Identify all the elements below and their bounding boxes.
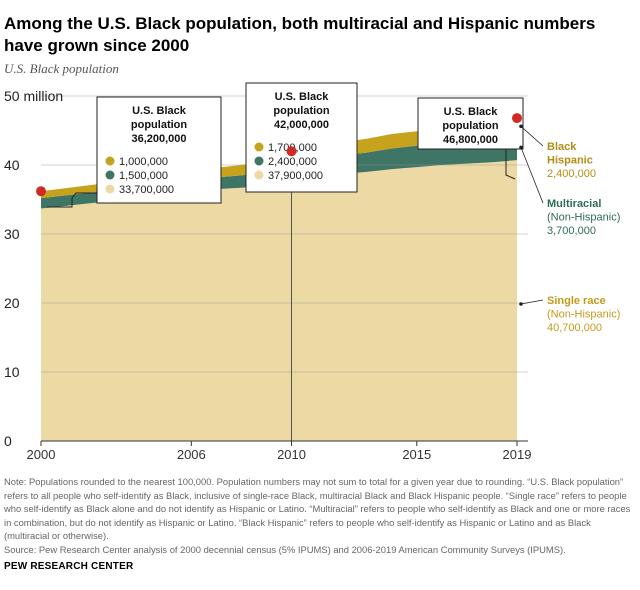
note-text: Note: Populations rounded to the nearest…	[4, 476, 631, 542]
area-single-race	[41, 160, 517, 442]
legend-dot	[105, 170, 115, 180]
annotation-title-line: population	[131, 119, 187, 131]
legend-dot	[254, 156, 264, 166]
chart-subtitle: U.S. Black population	[4, 61, 119, 76]
y-tick-label: 0	[4, 433, 12, 449]
x-tick-label: 2019	[503, 447, 532, 462]
annotation-leader	[47, 192, 97, 208]
annotation-title-line: 42,000,000	[274, 119, 329, 131]
legend-dot	[105, 156, 115, 166]
total-marker	[512, 113, 522, 124]
annotation-title-line: population	[273, 105, 329, 117]
y-tick-label: 30	[4, 226, 20, 242]
end-label-connector	[520, 147, 544, 204]
annotation-value: 2,400,000	[268, 156, 317, 168]
annotation-value: 33,700,000	[119, 184, 174, 196]
end-label-line: 40,700,000	[547, 322, 602, 334]
annotation-title-line: U.S. Black	[132, 105, 187, 117]
annotation-leader	[505, 149, 516, 180]
annotation-title-line: U.S. Black	[444, 106, 499, 118]
y-tick-label: 50 million	[4, 88, 63, 104]
end-label-line: Single race	[547, 295, 606, 307]
credit-line: PEW RESEARCH CENTER	[4, 561, 134, 572]
annotation-box	[96, 96, 222, 204]
annotation-value: 1,500,000	[119, 170, 168, 182]
total-marker	[286, 146, 297, 157]
x-tick-label: 2006	[177, 447, 206, 462]
legend-dot	[254, 142, 264, 152]
source-text: Source: Pew Research Center analysis of …	[4, 543, 566, 555]
annotation-title-line: 36,200,000	[131, 133, 186, 145]
annotation-title-line: U.S. Black	[275, 91, 330, 103]
end-label-line: 2,400,000	[547, 168, 596, 180]
annotation-box	[245, 82, 358, 193]
chart-notes: Note: Populations rounded to the nearest…	[4, 475, 636, 557]
y-tick-label: 10	[4, 364, 20, 380]
legend-dot	[254, 170, 264, 180]
end-label-line: 3,700,000	[547, 225, 596, 237]
end-label-line: (Non-Hispanic)	[547, 212, 620, 224]
chart-title: Among the U.S. Black population, both mu…	[4, 14, 596, 55]
legend-dot	[105, 184, 115, 194]
annotation-box	[417, 97, 524, 150]
annotation-value: 1,000,000	[119, 156, 168, 168]
total-marker	[36, 186, 46, 197]
y-tick-label: 20	[4, 295, 20, 311]
annotation-title-line: population	[442, 120, 498, 132]
annotation-title-line: 46,800,000	[443, 134, 498, 146]
y-tick-label: 40	[4, 157, 20, 173]
annotation-value: 37,900,000	[268, 170, 323, 182]
area-chart: 0 10 20 30 40 50 million 2000 2006 2010 2015 2019 U…	[4, 82, 620, 462]
end-label-line: Hispanic	[547, 155, 593, 167]
x-tick-label: 2015	[402, 447, 431, 462]
end-label-connector	[520, 299, 544, 305]
end-label-line: Black	[547, 141, 577, 153]
end-label-connector	[520, 126, 544, 147]
x-tick-label: 2000	[27, 447, 56, 462]
x-tick-label: 2010	[277, 447, 306, 462]
end-label-line: (Non-Hispanic)	[547, 309, 620, 321]
end-label-line: Multiracial	[547, 198, 601, 210]
